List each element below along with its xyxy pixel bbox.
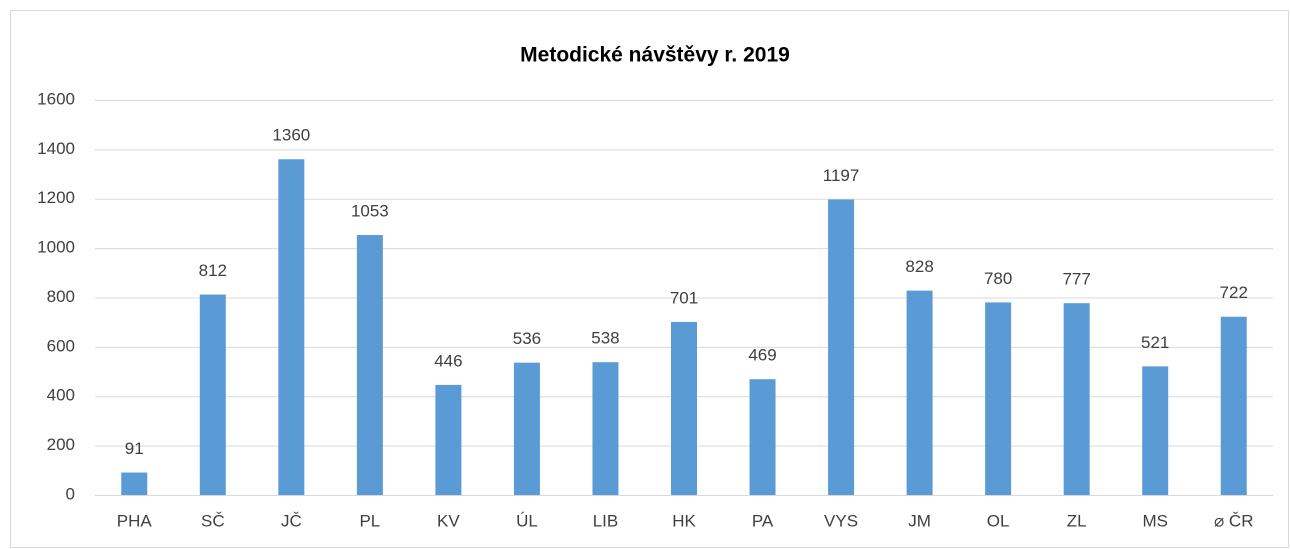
x-tick-label: ÚL: [516, 511, 538, 530]
x-tick-label: JM: [908, 511, 931, 530]
y-tick-label: 1000: [37, 238, 75, 257]
bar: [1142, 366, 1169, 495]
bar: [1220, 316, 1247, 495]
x-tick-label: SČ: [201, 511, 225, 530]
data-label: 469: [748, 346, 776, 365]
y-tick-label: 600: [47, 336, 75, 355]
y-tick-label: 200: [47, 435, 75, 454]
x-tick-label: ZL: [1067, 511, 1087, 530]
y-tick-label: 1200: [37, 188, 75, 207]
data-label: 1197: [823, 166, 860, 185]
x-tick-label: VYS: [824, 511, 858, 530]
data-label: 1053: [351, 202, 389, 221]
bar: [749, 379, 776, 495]
data-label: 446: [434, 351, 462, 370]
bar: [592, 362, 619, 495]
data-label: 536: [513, 329, 541, 348]
bar: [278, 159, 305, 495]
y-tick-label: 400: [47, 386, 75, 405]
chart-title: Metodické návštěvy r. 2019: [520, 44, 790, 67]
bar: [121, 472, 148, 495]
x-tick-label: PL: [359, 511, 380, 530]
x-tick-label: LIB: [593, 511, 619, 530]
bar: [199, 294, 226, 495]
data-label: 521: [1141, 333, 1169, 352]
bar: [985, 302, 1012, 495]
bar: [1063, 303, 1090, 495]
y-tick-label: 1400: [37, 139, 75, 158]
x-tick-label: OL: [987, 511, 1010, 530]
data-label: 780: [984, 269, 1012, 288]
bar: [828, 199, 855, 495]
bar: [906, 290, 933, 495]
bar: [671, 321, 697, 495]
data-label: 701: [670, 288, 698, 307]
x-tick-label: ⌀ ČR: [1214, 511, 1254, 530]
x-tick-label: PA: [752, 511, 774, 530]
bar: [356, 235, 383, 495]
data-label: 812: [199, 261, 227, 280]
x-tick-label: PHA: [117, 511, 153, 530]
x-tick-label: MS: [1142, 511, 1168, 530]
bar: [435, 384, 462, 495]
data-label: 828: [905, 257, 933, 276]
data-label: 1360: [272, 126, 310, 145]
data-label: 777: [1062, 270, 1090, 289]
x-tick-label: HK: [672, 511, 696, 530]
x-tick-label: KV: [437, 511, 460, 530]
y-tick-label: 0: [66, 484, 75, 503]
data-label: 91: [125, 439, 144, 458]
data-label: 538: [591, 329, 619, 348]
bar: [513, 362, 540, 495]
y-tick-label: 1600: [37, 89, 75, 108]
data-label: 722: [1220, 283, 1248, 302]
y-tick-label: 800: [47, 287, 75, 306]
x-tick-label: JČ: [281, 511, 302, 530]
